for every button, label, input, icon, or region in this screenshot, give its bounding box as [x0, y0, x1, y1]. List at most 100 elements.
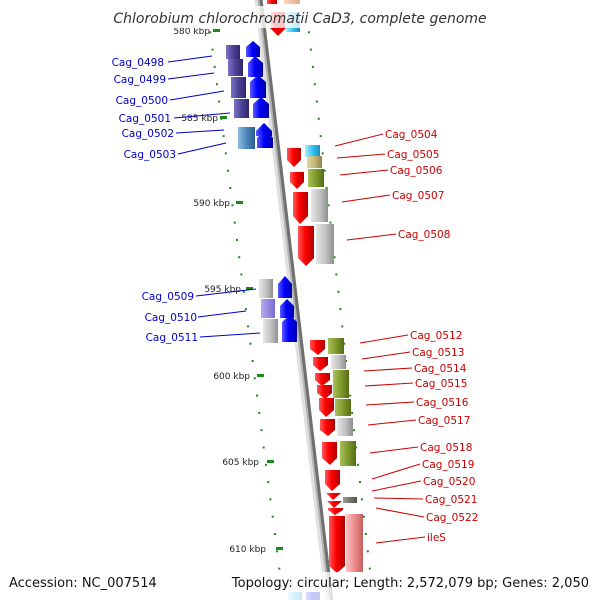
gene-label[interactable]: Cag_0514: [414, 363, 467, 375]
scale-dot: [364, 533, 367, 535]
scale-dot: [271, 515, 274, 518]
scale-ticks: 580 kbp 585 kbp 590 kbp 595 kbp 600 kbp …: [173, 27, 283, 555]
gene-arrow: [287, 148, 301, 167]
gene-label[interactable]: Cag_0519: [422, 459, 474, 471]
scale-dot: [218, 100, 221, 103]
scale-dot: [308, 31, 310, 34]
forward-genes-upper: [287, 145, 334, 266]
tick-mark: [276, 547, 283, 550]
scale-dot: [273, 533, 276, 535]
scale-dot: [213, 65, 216, 68]
gene-label[interactable]: Cag_0511: [146, 332, 198, 344]
tick-label: 590 kbp: [193, 199, 230, 209]
gene-label[interactable]: Cag_0499: [114, 74, 166, 86]
gene-label[interactable]: Cag_0508: [398, 229, 450, 241]
gene-block: [331, 355, 346, 369]
gene-label[interactable]: Cag_0510: [145, 312, 197, 324]
gene-label[interactable]: Cag_0505: [387, 149, 439, 161]
scale-dot: [311, 65, 314, 68]
gene-label[interactable]: ileS: [427, 532, 446, 544]
gene-arrow: [322, 442, 337, 465]
scale-dot: [224, 152, 227, 155]
scale-dot: [357, 463, 359, 466]
scale-dot: [231, 204, 234, 207]
scale-dot: [211, 48, 214, 51]
scale-dot: [278, 567, 281, 570]
scale-dot: [335, 273, 338, 276]
scale-dot: [325, 187, 328, 189]
tick-mark: [257, 374, 264, 377]
scale-dot: [349, 394, 352, 397]
forward-genes-lower: [310, 338, 363, 573]
scale-dot: [276, 550, 279, 553]
scale-dot: [240, 273, 243, 276]
scale-dot: [258, 411, 261, 414]
scale-dot: [351, 411, 354, 414]
scale-dot: [256, 394, 258, 397]
gene-arrow: [250, 75, 266, 98]
gene-arrow: [253, 97, 269, 118]
page-title: Chlorobium chlorochromatii CaD3, complet…: [113, 11, 486, 27]
gene-arrow: [313, 357, 328, 371]
gene-label[interactable]: Cag_0513: [412, 347, 464, 359]
gene-labels-left: Cag_0498 Cag_0499 Cag_0500 Cag_0501 Cag_…: [112, 57, 198, 344]
reverse-genes-middle: [259, 276, 297, 343]
gene-label[interactable]: Cag_0500: [116, 95, 168, 107]
gene-label[interactable]: Cag_0501: [119, 113, 171, 125]
gene-label[interactable]: Cag_0506: [390, 165, 443, 177]
footer-backdrop: [0, 572, 600, 600]
gene-label[interactable]: Cag_0503: [124, 149, 176, 161]
reverse-genes-upper: [226, 41, 273, 149]
gene-label[interactable]: Cag_0516: [416, 397, 469, 409]
gene-block: [335, 399, 351, 416]
gene-arrow: [327, 501, 342, 508]
scale-dot: [353, 429, 356, 432]
scale-dot: [337, 290, 340, 293]
scale-dot: [233, 221, 236, 224]
scale-dot: [238, 256, 241, 259]
gene-arrow: [246, 41, 260, 57]
scale-dot: [317, 117, 320, 120]
gene-block: [340, 441, 356, 466]
scale-dot: [321, 152, 324, 155]
gene-block: [305, 145, 320, 157]
scale-dot: [329, 221, 332, 224]
gene-label[interactable]: Cag_0517: [418, 415, 470, 427]
gene-label[interactable]: Cag_0512: [410, 330, 462, 342]
gene-arrow: [325, 470, 340, 491]
scale-dot: [313, 83, 316, 86]
scale-dot: [366, 550, 369, 553]
gene-label[interactable]: Cag_0504: [385, 129, 438, 141]
scale-dot: [368, 567, 371, 570]
scale-dot: [262, 446, 265, 449]
gene-block: [346, 514, 363, 572]
leader-lines-right: [334, 133, 426, 544]
gene-arrow: [315, 373, 330, 386]
gene-label[interactable]: Cag_0498: [112, 57, 164, 69]
gene-label[interactable]: Cag_0515: [415, 378, 467, 390]
gene-label[interactable]: Cag_0502: [122, 128, 174, 140]
genome-summary-text: Topology: circular; Length: 2,572,079 bp…: [231, 576, 589, 591]
gene-arrow: [270, 28, 286, 36]
gene-block: [228, 59, 243, 76]
gene-arrow: [248, 56, 263, 77]
leader-lines-left: [167, 55, 261, 338]
scale-dot: [269, 498, 272, 501]
gene-label[interactable]: Cag_0520: [423, 476, 475, 488]
scale-dot: [242, 290, 245, 293]
gene-label[interactable]: Cag_0522: [426, 512, 478, 524]
scale-dot: [249, 342, 252, 345]
gene-block: [234, 99, 249, 118]
scale-dot: [215, 83, 218, 86]
gene-label[interactable]: Cag_0521: [425, 494, 477, 506]
gene-label[interactable]: Cag_0509: [142, 291, 194, 303]
scale-dot: [260, 429, 263, 432]
tick-label: 600 kbp: [213, 372, 250, 382]
gene-arrow: [310, 340, 325, 355]
gene-block: [333, 370, 349, 398]
tick-mark: [236, 201, 243, 204]
scale-dot: [339, 308, 342, 311]
gene-label[interactable]: Cag_0518: [420, 442, 472, 454]
gene-label[interactable]: Cag_0507: [392, 190, 444, 202]
